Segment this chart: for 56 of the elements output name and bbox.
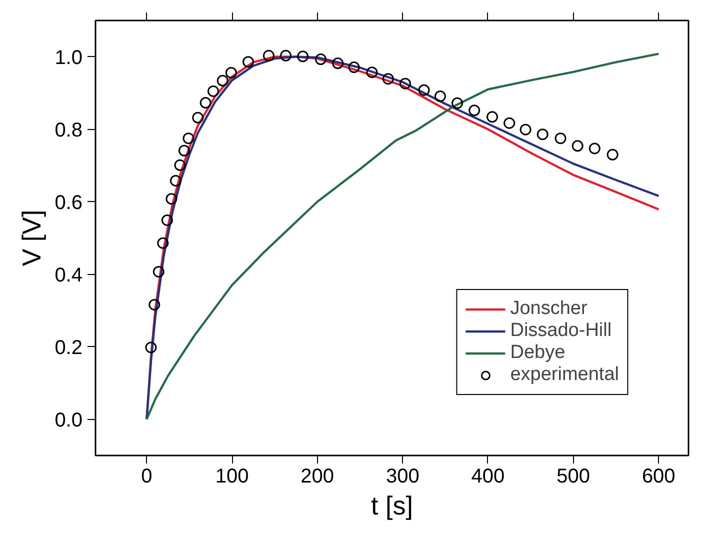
point	[178, 144, 190, 156]
point	[606, 148, 618, 160]
y-tick-label: 1.0	[54, 46, 83, 69]
x-tick-label: 600	[642, 466, 676, 488]
x-tick-label: 200	[300, 466, 334, 488]
y-tick-label: 0.2	[54, 336, 83, 359]
y-tick-label: 0.6	[54, 192, 83, 214]
point	[152, 266, 164, 278]
point	[170, 174, 182, 186]
point	[157, 237, 169, 249]
point	[315, 54, 327, 66]
x-tick-label: 100	[215, 466, 249, 488]
point	[554, 132, 566, 144]
point	[216, 74, 228, 86]
point	[200, 97, 212, 109]
legend-label: Jonscher	[510, 298, 588, 320]
point	[536, 128, 548, 140]
point	[468, 104, 480, 116]
point	[382, 73, 394, 85]
x-tick-label: 0	[141, 466, 152, 488]
x-tick-label: 400	[471, 466, 505, 488]
point	[520, 124, 532, 136]
point	[242, 56, 254, 68]
point	[572, 140, 584, 152]
point	[280, 50, 292, 62]
point	[166, 193, 178, 205]
point	[588, 142, 600, 154]
point	[418, 84, 430, 96]
point	[332, 58, 344, 70]
x-axis-title: t [s]	[371, 490, 413, 520]
point	[225, 66, 237, 78]
point	[434, 90, 446, 102]
point	[161, 214, 173, 226]
point	[366, 66, 378, 78]
point	[486, 111, 498, 123]
y-tick-label: 0.0	[54, 409, 83, 432]
point	[148, 298, 160, 310]
legend-label: Dissado-Hill	[510, 320, 612, 342]
point	[262, 50, 274, 62]
point	[504, 117, 516, 129]
y-tick-label: 0.8	[54, 119, 83, 142]
y-tick-label: 0.4	[54, 264, 83, 286]
point	[192, 112, 204, 124]
point	[145, 342, 157, 354]
legend-label: experimental	[510, 364, 619, 386]
point	[174, 159, 186, 171]
x-tick-label: 300	[386, 466, 420, 488]
x-tick-label: 500	[556, 466, 590, 488]
legend-label: Debye	[510, 342, 566, 364]
point	[182, 132, 194, 144]
point	[297, 50, 309, 62]
point	[207, 85, 219, 97]
point	[348, 62, 360, 74]
point	[399, 78, 411, 90]
point	[452, 97, 464, 109]
y-axis-title: V [V]	[16, 210, 47, 266]
